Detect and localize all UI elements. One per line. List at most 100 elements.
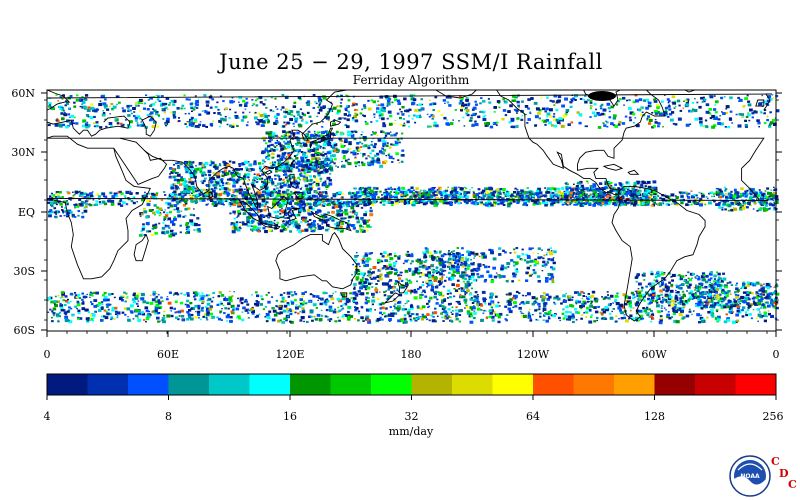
rain-cell <box>87 200 89 202</box>
rain-cell <box>339 205 343 209</box>
rain-cell <box>227 182 231 185</box>
rain-cell <box>581 302 585 306</box>
rain-cell <box>194 315 198 319</box>
rain-cell <box>267 175 272 179</box>
rain-cell <box>466 312 470 315</box>
rain-cell <box>100 301 104 304</box>
rain-cell <box>579 192 581 194</box>
rain-cell <box>547 317 551 320</box>
rain-cell <box>616 201 619 203</box>
rain-cell <box>486 187 490 190</box>
rain-cell <box>370 140 373 143</box>
rain-cell <box>242 212 247 215</box>
rain-cell <box>235 195 238 198</box>
rain-cell <box>282 174 285 176</box>
rain-cell <box>573 203 576 206</box>
rain-cell <box>289 312 293 316</box>
rain-cell <box>699 305 703 308</box>
rain-cell <box>603 197 606 200</box>
rain-cell <box>60 306 64 310</box>
rain-cell <box>295 143 299 146</box>
rain-cell <box>299 179 302 181</box>
rain-cell <box>722 297 727 301</box>
rain-cell <box>279 150 281 152</box>
rain-cell <box>119 295 123 299</box>
rain-cell <box>495 304 499 308</box>
rain-cell <box>342 317 345 320</box>
rain-cell <box>557 197 560 200</box>
rain-cell <box>324 168 329 172</box>
rain-cell <box>82 295 87 299</box>
rain-cell <box>282 216 285 219</box>
rain-cell <box>652 318 655 320</box>
rain-cell <box>326 316 329 318</box>
rain-cell <box>489 311 493 315</box>
rain-cell <box>339 208 342 210</box>
rain-cell <box>232 191 235 194</box>
rain-cell <box>395 141 399 145</box>
rain-cell <box>76 307 78 310</box>
rain-cell <box>646 182 648 185</box>
rain-cell <box>465 195 469 199</box>
rain-cell <box>308 183 313 187</box>
rain-cell <box>307 162 310 164</box>
rain-cell <box>458 191 461 194</box>
rain-cell <box>379 190 382 193</box>
rain-cell <box>236 216 238 219</box>
rain-cell <box>327 143 330 145</box>
rain-cell <box>481 189 486 193</box>
rain-cell <box>309 160 314 164</box>
rain-cell <box>774 197 779 201</box>
rain-cell <box>585 295 588 298</box>
rain-cell <box>621 188 625 192</box>
rain-cell <box>593 320 597 323</box>
rain-cell <box>535 297 539 300</box>
rain-cell <box>232 210 236 214</box>
rain-cell <box>453 188 457 192</box>
rain-cell <box>516 195 519 198</box>
rain-cell <box>367 219 371 222</box>
rain-cell <box>386 202 389 204</box>
rain-cell <box>163 310 166 313</box>
rain-cell <box>313 169 317 173</box>
rain-cell <box>713 192 716 195</box>
rain-cell <box>56 192 60 196</box>
rain-cell <box>443 190 446 192</box>
rain-cell <box>549 201 552 203</box>
rain-cell <box>498 305 501 307</box>
rain-cell <box>168 291 172 294</box>
rain-cell <box>608 195 612 198</box>
rain-cell <box>124 300 127 303</box>
map-title: June 25 − 29, 1997 SSM/I Rainfall <box>219 50 603 74</box>
rain-cell <box>129 310 133 313</box>
rain-cell <box>422 202 427 206</box>
rain-cell <box>296 141 301 145</box>
rain-cell <box>210 161 215 165</box>
rain-cell <box>310 230 313 233</box>
rain-cell <box>278 161 281 164</box>
rain-cell <box>729 293 732 295</box>
rain-cell <box>182 204 187 207</box>
rain-cell <box>228 296 233 300</box>
rain-cell <box>675 195 677 197</box>
rain-cell <box>583 302 587 305</box>
rain-cell <box>496 193 500 196</box>
rain-cell <box>680 201 684 205</box>
rain-cell <box>758 311 761 313</box>
rain-cell <box>712 304 716 307</box>
rain-cell <box>290 195 294 199</box>
rain-cell <box>284 142 288 145</box>
rain-cell <box>177 166 181 169</box>
rain-cell <box>490 192 494 195</box>
rain-cell <box>325 185 329 188</box>
rain-cell <box>336 209 341 213</box>
rain-cell <box>573 183 575 185</box>
rain-cell <box>527 315 532 319</box>
rain-cell <box>281 152 286 156</box>
rain-cell <box>499 193 501 195</box>
rain-cell <box>607 294 609 296</box>
rain-cell <box>635 198 639 201</box>
rain-cell <box>457 199 461 202</box>
rain-cell <box>623 316 627 320</box>
rain-cell <box>365 157 368 160</box>
